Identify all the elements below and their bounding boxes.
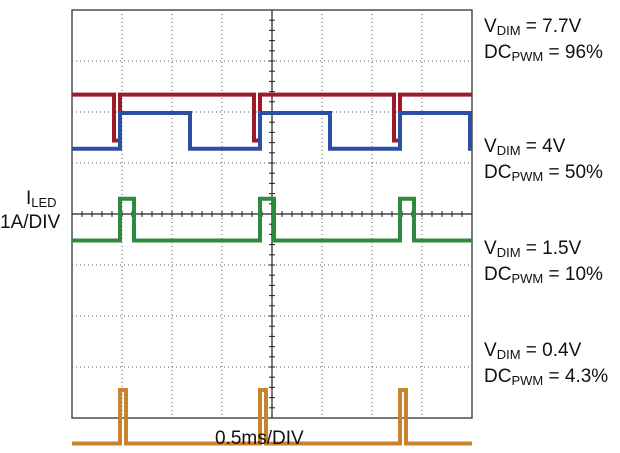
trace-label-line: VDIM = 7.7V xyxy=(484,16,582,38)
trace-label-line: VDIM = 1.5V xyxy=(484,238,582,260)
trace-3 xyxy=(72,196,472,243)
trace-layer xyxy=(72,92,472,446)
trace-label-line: DCPWM = 96% xyxy=(484,42,603,64)
trace-label-2: VDIM = 4V DCPWM = 50% xyxy=(484,136,603,188)
trace-label-1: VDIM = 7.7V DCPWM = 96% xyxy=(484,16,603,68)
trace-label-line: DCPWM = 50% xyxy=(484,162,603,184)
trace-label-line: VDIM = 0.4V xyxy=(484,340,582,362)
x-axis-label: 0.5ms/DIV xyxy=(215,428,304,449)
trace-4 xyxy=(72,387,472,446)
trace-label-line: DCPWM = 10% xyxy=(484,264,603,286)
trace-label-3: VDIM = 1.5V DCPWM = 10% xyxy=(484,238,603,290)
y-axis-scale: 1A/DIV xyxy=(0,212,61,233)
trace-2 xyxy=(72,111,472,151)
trace-label-line: VDIM = 4V xyxy=(484,136,566,158)
trace-label-line: DCPWM = 4.3% xyxy=(484,366,609,388)
trace-label-4: VDIM = 0.4V DCPWM = 4.3% xyxy=(484,340,608,392)
y-axis-label: ILED xyxy=(26,188,57,210)
